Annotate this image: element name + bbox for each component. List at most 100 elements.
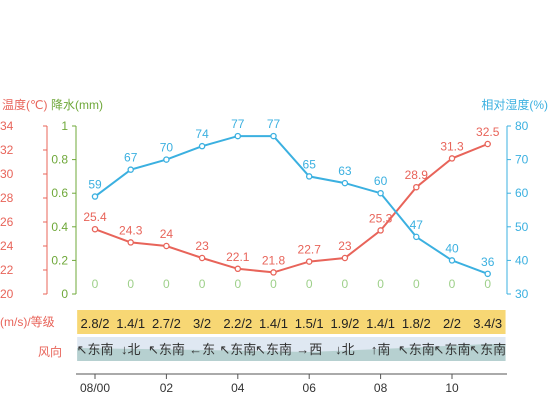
wind-level-label: 1.4/1	[259, 316, 288, 331]
humidity-point	[127, 166, 134, 173]
wind-level-label: 2.7/2	[152, 316, 181, 331]
x-tick-label: 02	[160, 381, 174, 395]
humidity-data-label: 70	[160, 141, 174, 155]
precipitation-tick-label: 0.8	[51, 153, 68, 167]
wind-direction-label: ↓北	[335, 342, 355, 357]
humidity-data-label: 74	[195, 127, 209, 141]
temperature-point	[377, 227, 384, 234]
temperature-tick-label: 22	[0, 263, 14, 277]
wind-direction-label: ↖东南	[434, 342, 471, 357]
humidity-data-label: 59	[88, 178, 102, 192]
precipitation-data-label: 0	[306, 277, 313, 291]
humidity-point	[91, 193, 99, 200]
temperature-data-label: 32.5	[476, 125, 500, 139]
temperature-data-label: 24.3	[119, 223, 143, 237]
humidity-data-label: 65	[303, 157, 317, 171]
temperature-point	[198, 254, 206, 262]
wind-level-label: 3.4/3	[473, 316, 502, 331]
precipitation-data-label: 0	[199, 277, 206, 291]
axes-layer: 温度(℃) 降水(mm) 相对湿度(%) 20 22 24 26 28 30 32 34 0 0.2 0.…	[0, 97, 548, 301]
wind-level-band	[77, 310, 506, 334]
humidity-tick-label: 80	[515, 119, 529, 133]
precipitation-tick-label: 1	[61, 119, 68, 133]
temperature-tick-label: 24	[0, 239, 14, 253]
humidity-axis-label: 相对湿度(%)	[481, 97, 548, 112]
humidity-data-label: 63	[338, 164, 352, 178]
humidity-data-label: 36	[481, 255, 495, 269]
wind-direction-label: ↖东南	[77, 342, 114, 357]
humidity-data-label: 47	[410, 218, 424, 232]
temperature-point	[163, 242, 170, 250]
humidity-point	[341, 179, 349, 187]
wind-direction-label: →西	[296, 342, 322, 357]
temperature-axis-label: 温度(℃)	[2, 97, 47, 112]
precipitation-tick-label: 0.4	[51, 220, 68, 234]
temperature-point	[91, 225, 99, 233]
precipitation-data-label: 0	[342, 277, 349, 291]
humidity-tick-label: 60	[515, 186, 529, 200]
humidity-point	[484, 270, 491, 278]
x-tick-label: 08/00	[80, 381, 110, 395]
wind-direction-label: ←东	[189, 342, 215, 357]
wind-speed-area	[77, 344, 506, 361]
humidity-tick-label: 30	[515, 287, 529, 301]
humidity-point	[413, 233, 420, 241]
humidity-point	[198, 142, 206, 150]
x-tick-label: 04	[231, 381, 245, 395]
humidity-point	[270, 132, 277, 140]
wind-level-label: 2.8/2	[81, 316, 110, 331]
temperature-tick-label: 30	[0, 167, 14, 181]
precipitation-data-label: 0	[92, 277, 99, 291]
temperature-point	[448, 155, 456, 162]
temperature-data-label: 22.7	[298, 243, 322, 257]
temperature-data-label: 25.3	[369, 211, 393, 225]
wind-level-label: 2/2	[443, 316, 461, 331]
temperature-data-label: 25.4	[83, 210, 107, 224]
precipitation-data-label: 0	[377, 277, 384, 291]
humidity-tick-label: 70	[515, 153, 529, 167]
precipitation-data-label: 0	[413, 277, 420, 291]
temperature-data-label: 22.1	[226, 250, 250, 264]
wind-direction-label: ↖东南	[469, 342, 506, 357]
humidity-line	[94, 135, 489, 275]
humidity-point	[305, 173, 313, 180]
humidity-point	[163, 156, 170, 163]
humidity-data-label: 77	[231, 117, 245, 131]
wind-level-label: 3/2	[193, 316, 211, 331]
temperature-point	[305, 258, 313, 265]
temperature-point	[413, 183, 420, 191]
x-axis: 08/00 02 04 06 08 10	[76, 373, 507, 395]
wind-level-row-label: (m/s)/等级	[0, 315, 55, 329]
temperature-point	[234, 265, 242, 273]
precipitation-data-label: 0	[163, 277, 170, 291]
precipitation-tick-label: 0.6	[51, 186, 68, 200]
temperature-line	[94, 143, 489, 274]
temperature-point	[270, 269, 277, 276]
precipitation-tick-label: 0.2	[51, 253, 68, 267]
temperature-data-label: 21.8	[262, 253, 286, 267]
wind-level-label: 1.4/1	[116, 316, 145, 331]
x-tick-label: 06	[303, 381, 317, 395]
temperature-tick-label: 34	[0, 119, 14, 133]
wind-level-label: 1.5/1	[295, 316, 324, 331]
wind-direction-label: ↓北	[121, 342, 141, 357]
temperature-tick-label: 26	[0, 215, 14, 229]
temperature-tick-label: 28	[0, 191, 14, 205]
humidity-data-label: 60	[374, 174, 388, 188]
precipitation-data-label: 0	[484, 277, 491, 291]
temperature-tick-label: 20	[0, 287, 14, 301]
series-layer: 25.4 24.3 24 23 22.1 21.8 22.7 23 25.3 28.9 31.3 32…	[83, 117, 499, 291]
wind-level-label: 1.4/1	[366, 316, 395, 331]
precipitation-data-label: 0	[234, 277, 241, 291]
temperature-data-label: 28.9	[405, 168, 429, 182]
x-tick-label: 10	[445, 381, 459, 395]
wind-level-label: 1.8/2	[402, 316, 431, 331]
wind-direction-label: ↖东南	[398, 342, 435, 357]
temperature-point	[484, 140, 491, 148]
humidity-point	[448, 257, 456, 264]
humidity-data-label: 40	[445, 241, 459, 255]
precipitation-tick-label: 0	[61, 287, 68, 301]
precipitation-data-label: 0	[270, 277, 277, 291]
humidity-tick-label: 40	[515, 253, 529, 267]
